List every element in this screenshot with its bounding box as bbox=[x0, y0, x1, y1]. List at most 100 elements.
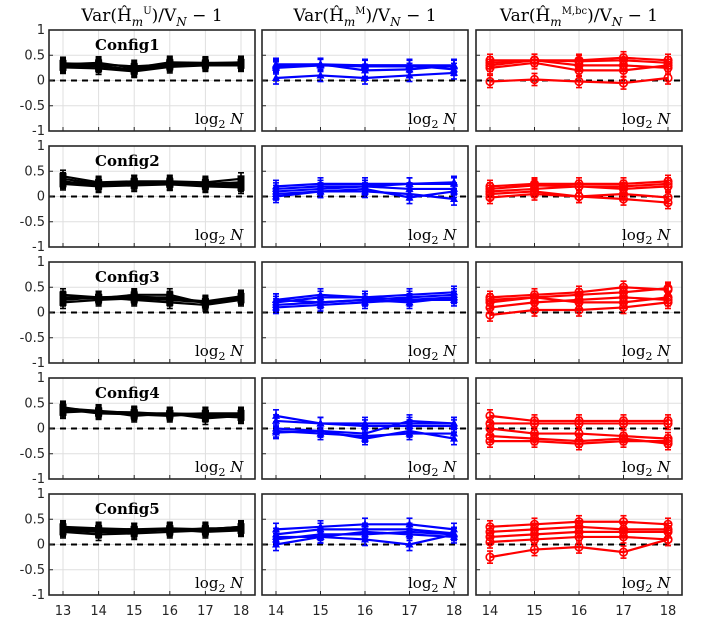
x-tick-label: 14 bbox=[268, 604, 285, 619]
data-point-circle bbox=[663, 534, 673, 545]
x-axis-label: log2 N bbox=[622, 458, 671, 479]
panel-frame bbox=[261, 377, 469, 480]
x-axis-label: log2 N bbox=[195, 342, 244, 363]
panel-r2-c3: log2 N bbox=[475, 145, 683, 248]
data-point-triangle bbox=[272, 424, 280, 432]
data-point-circle bbox=[529, 186, 540, 197]
x-axis-label: log2 N bbox=[622, 574, 671, 595]
panel-r3-c3: log2 N bbox=[475, 261, 683, 364]
series-line bbox=[62, 406, 242, 417]
data-point-triangle bbox=[316, 426, 325, 435]
x-axis-label: log2 N bbox=[622, 110, 671, 131]
data-point-circle bbox=[574, 297, 584, 308]
data-point-triangle bbox=[316, 70, 325, 79]
data-point-square bbox=[237, 292, 245, 300]
y-tick-label: -0.5 bbox=[20, 447, 45, 462]
series-line bbox=[62, 525, 242, 531]
y-tick-label: 0.5 bbox=[24, 48, 45, 63]
x-tick-label: 18 bbox=[233, 604, 250, 619]
data-point-circle bbox=[663, 436, 673, 446]
panel-frame bbox=[475, 29, 683, 132]
data-point-triangle bbox=[361, 186, 369, 195]
panel-r4-c3: log2 N bbox=[475, 377, 683, 480]
y-tick-label: 0.5 bbox=[24, 396, 45, 411]
x-axis-label: log2 N bbox=[195, 458, 244, 479]
x-tick-label: 16 bbox=[162, 604, 179, 619]
data-point-square bbox=[130, 525, 138, 533]
data-point-square bbox=[237, 523, 245, 531]
x-tick-label: 15 bbox=[126, 604, 143, 619]
data-point-triangle bbox=[405, 540, 414, 548]
series-3 bbox=[485, 71, 673, 90]
x-axis-label: log2 N bbox=[408, 226, 457, 247]
data-point-circle bbox=[618, 436, 629, 446]
data-point-square bbox=[95, 60, 103, 68]
panel-frame bbox=[475, 493, 683, 596]
y-tick-label: -1 bbox=[32, 588, 45, 603]
panel-frame bbox=[48, 261, 256, 364]
series-5 bbox=[485, 290, 673, 310]
data-point-circle bbox=[663, 192, 673, 203]
series-line bbox=[62, 528, 242, 536]
series-5 bbox=[272, 58, 458, 77]
panel-frame bbox=[48, 377, 256, 480]
data-point-triangle bbox=[361, 429, 369, 437]
data-point-triangle bbox=[272, 300, 280, 308]
series-line bbox=[62, 182, 242, 189]
y-tick-label: -0.5 bbox=[20, 99, 45, 114]
series-5 bbox=[59, 400, 245, 423]
data-point-circle bbox=[574, 542, 584, 552]
data-point-circle bbox=[618, 297, 629, 308]
data-point-triangle bbox=[316, 60, 325, 69]
data-point-triangle bbox=[450, 434, 458, 442]
data-point-triangle bbox=[316, 532, 325, 540]
y-tick-label: -0.5 bbox=[20, 215, 45, 230]
data-point-circle bbox=[618, 55, 629, 65]
panel-frame bbox=[261, 261, 469, 364]
series-5 bbox=[272, 527, 458, 552]
y-tick-label: 0.5 bbox=[24, 512, 45, 527]
data-point-circle bbox=[618, 189, 629, 199]
data-point-triangle bbox=[405, 426, 414, 435]
data-point-square bbox=[95, 179, 103, 187]
data-point-circle bbox=[529, 74, 540, 85]
data-point-circle bbox=[663, 58, 673, 68]
x-tick-label: 17 bbox=[615, 604, 632, 619]
y-tick-label: -0.5 bbox=[20, 563, 45, 578]
x-tick-label: 13 bbox=[55, 604, 72, 619]
y-tick-label: -1 bbox=[32, 240, 45, 255]
data-point-square bbox=[166, 410, 174, 418]
x-axis-label: log2 N bbox=[195, 574, 244, 595]
data-point-square bbox=[59, 178, 67, 186]
data-point-circle bbox=[529, 436, 540, 446]
data-point-square bbox=[95, 408, 103, 416]
data-point-circle bbox=[529, 544, 540, 555]
panel-frame bbox=[475, 145, 683, 248]
data-point-circle bbox=[485, 537, 495, 547]
data-point-triangle bbox=[405, 189, 414, 197]
series-5 bbox=[272, 287, 458, 312]
y-tick-label: 0.5 bbox=[24, 164, 45, 179]
y-tick-label: 0.5 bbox=[24, 280, 45, 295]
data-point-circle bbox=[663, 418, 673, 429]
data-point-square bbox=[95, 293, 103, 301]
panel-r5-c2: log2 N 14 15 16 17 18 bbox=[261, 493, 469, 619]
data-point-circle bbox=[485, 552, 495, 562]
data-point-triangle bbox=[450, 418, 458, 427]
data-point-triangle bbox=[405, 292, 414, 301]
data-point-circle bbox=[529, 292, 540, 302]
panel-frame bbox=[261, 493, 469, 596]
data-point-square bbox=[59, 403, 67, 411]
x-tick-label: 16 bbox=[357, 604, 374, 619]
y-tick-label: 1 bbox=[37, 371, 45, 386]
series-5 bbox=[59, 519, 245, 537]
y-tick-label: 0 bbox=[37, 538, 45, 553]
y-tick-label: 0 bbox=[37, 190, 45, 205]
data-point-triangle bbox=[272, 63, 280, 71]
series-5 bbox=[59, 289, 245, 309]
series-5 bbox=[485, 532, 673, 564]
x-tick-label: 15 bbox=[526, 604, 543, 619]
data-point-circle bbox=[529, 305, 540, 315]
panel-frame bbox=[48, 29, 256, 132]
panel-frame bbox=[48, 145, 256, 248]
